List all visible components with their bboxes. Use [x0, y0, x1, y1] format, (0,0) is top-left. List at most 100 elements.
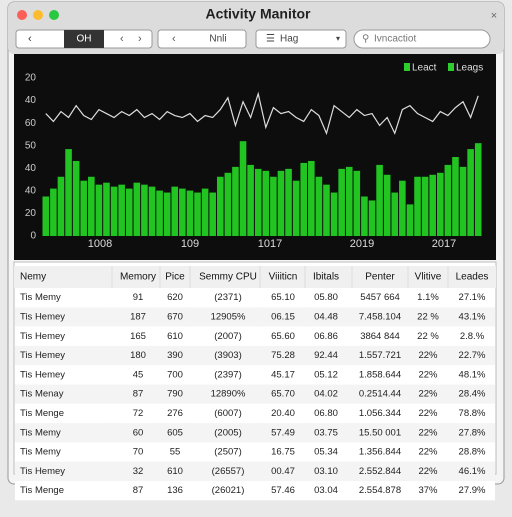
- bar: [239, 141, 247, 236]
- table-cell: 72: [133, 408, 144, 419]
- table-cell: (2007): [214, 331, 241, 342]
- table-header-bg: [14, 266, 496, 288]
- table-cell: 28.4%: [459, 389, 486, 400]
- table-cell: Tis Memy: [20, 447, 61, 458]
- table-cell: 65.70: [271, 389, 295, 400]
- table-cell: 32: [133, 466, 144, 477]
- bar: [209, 192, 216, 236]
- column-header: Viiiticn: [269, 272, 298, 283]
- bar: [95, 184, 103, 236]
- table-cell: 790: [167, 389, 183, 400]
- close-button[interactable]: [17, 10, 27, 20]
- next-icon[interactable]: ›: [138, 33, 142, 45]
- x-label: 109: [181, 238, 199, 250]
- zoom-button[interactable]: [49, 10, 59, 20]
- view-button[interactable]: OH: [77, 34, 92, 45]
- table-cell: 1.557.721: [359, 350, 401, 361]
- table-cell: (2005): [214, 427, 241, 438]
- filter-button[interactable]: Nnli: [209, 34, 226, 45]
- table-cell: 187: [130, 311, 146, 322]
- bar: [163, 192, 171, 236]
- bar: [368, 200, 376, 236]
- table-cell: 276: [167, 408, 183, 419]
- view-button-bg[interactable]: [64, 30, 104, 48]
- bar: [232, 166, 239, 236]
- bar: [103, 182, 110, 236]
- table-row: [15, 481, 495, 501]
- bar: [118, 184, 125, 236]
- back-icon[interactable]: ‹: [28, 33, 32, 45]
- table-cell: Tis Memy: [20, 292, 61, 303]
- table-cell: 610: [167, 466, 183, 477]
- minimize-button[interactable]: [33, 10, 43, 20]
- bar: [300, 162, 308, 236]
- y-label: 40: [25, 185, 37, 196]
- bar: [459, 166, 467, 236]
- table-cell: Tis Menge: [20, 408, 64, 419]
- bar: [224, 172, 232, 236]
- bar: [474, 143, 482, 236]
- table-cell: 45.17: [271, 369, 295, 380]
- table-cell: 22%: [418, 389, 438, 400]
- table-cell: Tis Hemey: [20, 311, 65, 322]
- table-cell: 06.15: [271, 311, 295, 322]
- bar: [133, 182, 141, 236]
- table-cell: 65.60: [271, 331, 295, 342]
- bar: [50, 188, 57, 236]
- sort-menu[interactable]: Hag: [280, 34, 298, 45]
- table-cell: 48.1%: [459, 369, 486, 380]
- search-field[interactable]: [353, 29, 491, 49]
- bar: [201, 188, 209, 236]
- bar: [330, 192, 338, 236]
- bar: [110, 186, 118, 236]
- filter-segment[interactable]: [157, 29, 247, 49]
- bar: [323, 184, 330, 236]
- column-header: Pice: [165, 272, 185, 283]
- prev-icon[interactable]: ‹: [120, 33, 124, 45]
- table-cell: 06.86: [314, 331, 338, 342]
- table-cell: 1.056.344: [359, 408, 401, 419]
- bar: [429, 174, 436, 236]
- window-close-x[interactable]: ×: [491, 10, 497, 22]
- table-cell: 180: [130, 350, 146, 361]
- table-cell: 22 %: [417, 311, 439, 322]
- bar: [171, 186, 179, 236]
- x-label: 2019: [350, 238, 374, 250]
- table-cell: 87: [133, 485, 144, 496]
- bar: [216, 176, 224, 236]
- table-row: [15, 345, 495, 366]
- table-cell: Tis Hemey: [20, 369, 65, 380]
- window-title: Activity Manitor: [205, 6, 311, 22]
- table-cell: 12905%: [211, 311, 246, 322]
- bar: [194, 192, 201, 236]
- bar: [391, 192, 399, 236]
- sort-menu-box[interactable]: [255, 29, 347, 49]
- table-cell: 27.9%: [459, 485, 486, 496]
- bar: [421, 176, 429, 236]
- bar: [80, 180, 88, 236]
- table-cell: 2.8.%: [460, 331, 485, 342]
- table-cell: Tis Hemey: [20, 331, 65, 342]
- bar: [186, 190, 194, 236]
- table-cell: 03.75: [314, 427, 338, 438]
- filter-icon: ‹: [172, 33, 176, 45]
- table-cell: 22%: [418, 408, 438, 419]
- legend-entry: Leact: [412, 63, 437, 74]
- table-cell: 605: [167, 427, 183, 438]
- table-cell: 57.46: [271, 485, 295, 496]
- table-cell: 37%: [418, 485, 438, 496]
- table-cell: 22%: [418, 466, 438, 477]
- bar: [148, 186, 156, 236]
- bar: [338, 168, 345, 236]
- table-cell: 57.49: [271, 427, 295, 438]
- table-cell: 15.50 001: [359, 427, 401, 438]
- table-cell: 00.47: [271, 466, 295, 477]
- table-cell: 12890%: [211, 389, 246, 400]
- table-cell: 03.04: [314, 485, 338, 496]
- table-cell: 700: [167, 369, 183, 380]
- table-row: [15, 461, 495, 481]
- table-cell: 27.1%: [459, 292, 486, 303]
- table-cell: 620: [167, 292, 183, 303]
- table-cell: (26557): [212, 466, 245, 477]
